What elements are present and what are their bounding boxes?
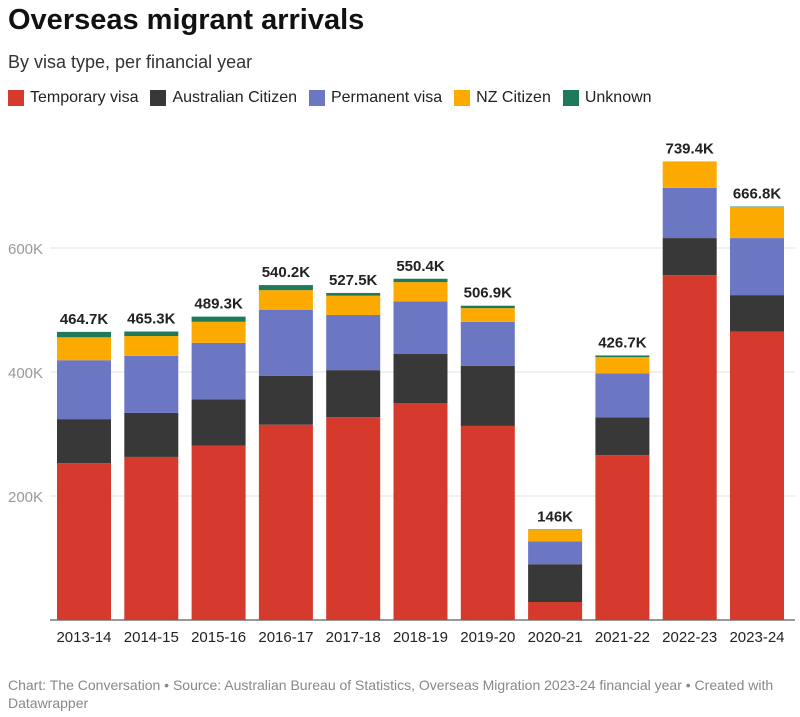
- x-tick-label: 2017-18: [326, 629, 381, 646]
- bar-segment: [528, 564, 583, 603]
- bar-segment: [393, 301, 448, 355]
- x-tick-label: 2018-19: [393, 629, 448, 646]
- legend-label: Unknown: [584, 89, 652, 106]
- bar-segment: [460, 321, 515, 366]
- bar-segment: [393, 403, 448, 620]
- x-tick-label: 2013-14: [56, 629, 111, 646]
- legend: Temporary visa Australian Citizen Perman…: [8, 89, 652, 107]
- bar-segment: [326, 314, 381, 371]
- x-tick-label: 2022-23: [662, 629, 717, 646]
- x-tick-label: 2014-15: [124, 629, 179, 646]
- bar-segment: [730, 207, 784, 239]
- bar-segment: [258, 290, 313, 310]
- total-label: 527.5K: [329, 272, 378, 289]
- x-tick-label: 2016-17: [258, 629, 313, 646]
- y-tick-label: 600K: [8, 241, 43, 258]
- legend-item-temporary: Temporary visa: [8, 89, 138, 107]
- bar-segment: [258, 310, 313, 376]
- bar-segment: [57, 337, 111, 361]
- legend-label: NZ Citizen: [476, 89, 551, 106]
- bar-segment: [191, 342, 246, 400]
- bar-segment: [528, 530, 583, 542]
- bar-segment: [258, 375, 313, 425]
- x-tick-label: 2023-24: [729, 629, 784, 646]
- bar-segment: [326, 370, 381, 418]
- bar-segment: [191, 321, 246, 343]
- legend-swatch: [8, 90, 24, 106]
- total-label: 426.7K: [598, 334, 647, 351]
- total-label: 146K: [537, 508, 573, 525]
- legend-item-unknown: Unknown: [562, 89, 652, 107]
- bar-segment: [124, 355, 179, 413]
- bar-segment: [595, 373, 650, 418]
- bar-segment: [528, 541, 583, 565]
- bar-segment: [393, 278, 448, 283]
- chart-footer: Chart: The Conversation • Source: Austra…: [8, 677, 774, 711]
- legend-item-permanent: Permanent visa: [308, 89, 443, 107]
- total-label: 506.9K: [464, 285, 513, 302]
- bar-segment: [662, 161, 717, 188]
- bar-segment: [57, 360, 111, 420]
- total-label: 739.4K: [666, 141, 715, 158]
- bar-segment: [595, 417, 650, 456]
- bar-segment: [326, 295, 381, 315]
- bar-segment: [662, 238, 717, 276]
- bar-segment: [258, 424, 313, 620]
- bar-segment: [191, 316, 246, 322]
- bar-segment: [57, 331, 111, 338]
- legend-label: Australian Citizen: [172, 89, 297, 106]
- legend-swatch: [150, 90, 167, 106]
- bar-segment: [528, 602, 583, 620]
- bar-segment: [191, 445, 246, 620]
- bar-segment: [460, 308, 515, 322]
- legend-label: Permanent visa: [330, 89, 443, 106]
- x-tick-label: 2020-21: [528, 629, 583, 646]
- legend-swatch: [562, 90, 579, 106]
- bar-segment: [57, 419, 111, 464]
- bar-segment: [57, 463, 111, 620]
- bar-segment: [460, 425, 515, 620]
- bar-segment: [191, 399, 246, 446]
- bar-segment: [662, 187, 717, 239]
- x-tick-label: 2019-20: [460, 629, 515, 646]
- bar-segment: [124, 412, 179, 457]
- legend-swatch: [308, 90, 325, 106]
- bar-segment: [393, 282, 448, 302]
- legend-item-citizen: Australian Citizen: [150, 89, 297, 107]
- y-tick-label: 200K: [8, 489, 43, 506]
- chart-subtitle: By visa type, per financial year: [8, 52, 253, 72]
- bar-segment: [730, 238, 784, 296]
- bar-segment: [595, 357, 650, 374]
- bar-segment: [730, 295, 784, 332]
- bar-segment: [326, 292, 381, 296]
- legend-label: Temporary visa: [30, 89, 139, 106]
- chart-title: Overseas migrant arrivals: [8, 4, 365, 36]
- bar-segment: [595, 455, 650, 620]
- y-tick-label: 400K: [8, 365, 43, 382]
- bar-segment: [595, 355, 650, 358]
- total-label: 550.4K: [396, 258, 445, 275]
- bar-segment: [393, 354, 448, 403]
- bar-segment: [124, 336, 179, 356]
- bar-segment: [258, 285, 313, 291]
- bar-segment: [730, 331, 784, 620]
- total-label: 540.2K: [262, 264, 311, 281]
- total-label: 464.7K: [60, 311, 109, 328]
- bar-segment: [460, 305, 515, 309]
- bar-segment: [124, 331, 179, 337]
- bar-segment: [124, 456, 179, 620]
- legend-item-nz: NZ Citizen: [454, 89, 551, 107]
- legend-swatch: [454, 90, 471, 106]
- total-label: 489.3K: [194, 296, 243, 313]
- bar-segment: [528, 529, 583, 531]
- bar-segment: [460, 365, 515, 426]
- total-label: 666.8K: [733, 186, 782, 203]
- x-tick-label: 2015-16: [191, 629, 246, 646]
- total-label: 465.3K: [127, 311, 176, 328]
- bar-segment: [662, 275, 717, 620]
- bar-segment: [326, 417, 381, 620]
- x-tick-label: 2021-22: [595, 629, 650, 646]
